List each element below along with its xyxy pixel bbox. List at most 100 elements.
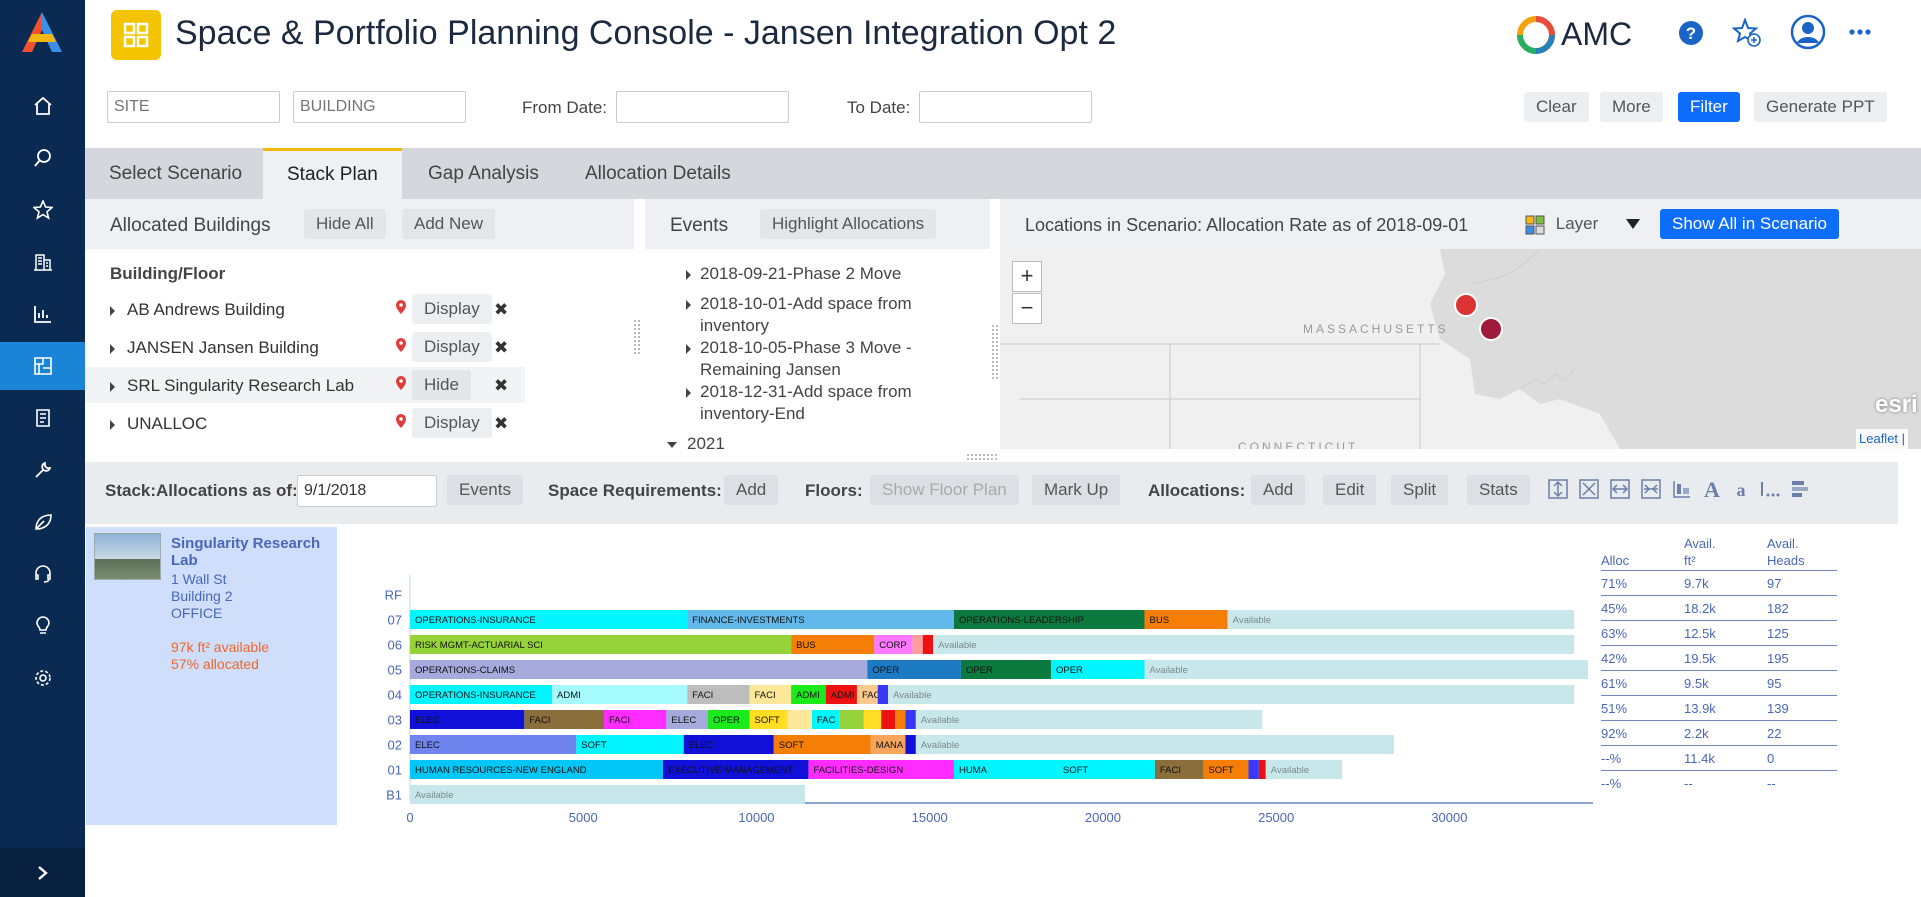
- horizontal-splitter[interactable]: [967, 454, 997, 460]
- allocation-edit-button[interactable]: Edit: [1323, 475, 1377, 505]
- event-item[interactable]: 2018-12-31-Add space from inventory-End: [686, 381, 912, 425]
- allocation-segment[interactable]: [773, 735, 871, 754]
- allocation-segment[interactable]: [922, 635, 934, 654]
- allocation-segment[interactable]: [749, 710, 788, 729]
- map-pin-icon[interactable]: [394, 338, 408, 352]
- allocation-segment[interactable]: [683, 735, 774, 754]
- collapse-icon[interactable]: [1578, 478, 1600, 500]
- label-truncate-icon[interactable]: [1759, 478, 1781, 500]
- allocation-segment[interactable]: [791, 685, 826, 704]
- available-segment[interactable]: [410, 785, 805, 804]
- stack-layout-icon[interactable]: [1789, 478, 1811, 500]
- map-pin-icon[interactable]: [394, 414, 408, 428]
- more-button[interactable]: More: [1600, 92, 1663, 122]
- allocation-segment[interactable]: [839, 710, 864, 729]
- clear-button[interactable]: Clear: [1524, 92, 1589, 122]
- allocation-segment[interactable]: [856, 685, 878, 704]
- app-logo[interactable]: [20, 12, 64, 54]
- allocation-segment[interactable]: [410, 610, 688, 629]
- map-pin-icon[interactable]: [394, 376, 408, 390]
- display-toggle-button[interactable]: Display: [412, 294, 492, 324]
- from-date-input[interactable]: [616, 91, 789, 123]
- allocation-segment[interactable]: [1258, 760, 1266, 779]
- nav-leases[interactable]: [0, 394, 85, 442]
- allocation-segment[interactable]: [825, 685, 857, 704]
- expand-sidebar-button[interactable]: [0, 848, 85, 897]
- map-pin-icon[interactable]: [394, 300, 408, 314]
- event-item[interactable]: 2018-10-01-Add space from inventory: [686, 293, 912, 337]
- building-input[interactable]: [293, 91, 466, 123]
- stack-date-input[interactable]: [297, 475, 437, 507]
- building-card-name[interactable]: Singularity Research Lab: [171, 535, 321, 569]
- allocation-segment[interactable]: [905, 710, 916, 729]
- tab-allocation-details[interactable]: Allocation Details: [585, 163, 731, 184]
- expand-horizontal-icon[interactable]: [1609, 478, 1631, 500]
- allocation-segment[interactable]: [410, 710, 525, 729]
- event-item[interactable]: 2018-09-21-Phase 2 Move: [686, 263, 901, 285]
- available-segment[interactable]: [933, 635, 1575, 654]
- nav-home[interactable]: [0, 82, 85, 130]
- allocation-segment[interactable]: [787, 710, 812, 729]
- allocation-segment[interactable]: [1144, 610, 1228, 629]
- nav-space-planning[interactable]: [0, 342, 85, 390]
- remove-building-icon[interactable]: ✖: [494, 414, 509, 433]
- help-button[interactable]: ?: [1678, 20, 1704, 51]
- allocation-segment[interactable]: [874, 635, 913, 654]
- zoom-out-button[interactable]: −: [1012, 293, 1042, 324]
- allocation-segment[interactable]: [662, 760, 809, 779]
- events-button[interactable]: Events: [447, 475, 523, 505]
- display-toggle-button[interactable]: Display: [412, 408, 492, 438]
- user-avatar-button[interactable]: [1790, 14, 1826, 55]
- map-attribution[interactable]: Leaflet |: [1856, 429, 1909, 449]
- panel-splitter[interactable]: [992, 325, 998, 379]
- allocation-segment[interactable]: [863, 710, 882, 729]
- allocation-segment[interactable]: [687, 685, 750, 704]
- event-item[interactable]: 2018-10-05-Phase 3 Move - Remaining Janse…: [686, 337, 912, 381]
- allocation-split-button[interactable]: Split: [1391, 475, 1449, 505]
- available-segment[interactable]: [1227, 610, 1575, 629]
- mark-up-button[interactable]: Mark Up: [1032, 475, 1121, 505]
- allocation-segment[interactable]: [604, 710, 667, 729]
- year-group[interactable]: 2021: [667, 434, 725, 449]
- building-name[interactable]: JANSEN Jansen Building: [110, 338, 319, 358]
- space-req-add-button[interactable]: Add: [724, 475, 779, 505]
- shrink-horizontal-icon[interactable]: [1640, 478, 1662, 500]
- nav-buildings[interactable]: [0, 238, 85, 286]
- allocation-segment[interactable]: [1154, 760, 1204, 779]
- allocation-segment[interactable]: [881, 710, 896, 729]
- font-size-large-icon[interactable]: A: [1701, 478, 1723, 500]
- allocation-segment[interactable]: [808, 760, 954, 779]
- show-all-in-scenario-button[interactable]: Show All in Scenario: [1660, 209, 1839, 239]
- allocation-segment[interactable]: [1050, 660, 1145, 679]
- available-segment[interactable]: [915, 735, 1394, 754]
- remove-building-icon[interactable]: ✖: [494, 376, 509, 395]
- nav-support[interactable]: [0, 550, 85, 598]
- dashboard-icon[interactable]: [111, 10, 161, 60]
- building-name[interactable]: SRL Singularity Research Lab: [110, 376, 354, 396]
- allocation-segment[interactable]: [953, 610, 1145, 629]
- allocation-segment[interactable]: [791, 635, 875, 654]
- allocation-segment[interactable]: [410, 660, 868, 679]
- hide-all-button[interactable]: Hide All: [304, 209, 386, 239]
- building-name[interactable]: AB Andrews Building: [110, 300, 285, 320]
- tab-select-scenario[interactable]: Select Scenario: [109, 163, 243, 184]
- allocation-segment[interactable]: [1057, 760, 1155, 779]
- nav-favorites[interactable]: [0, 186, 85, 234]
- expand-vertical-icon[interactable]: [1547, 478, 1569, 500]
- display-toggle-button[interactable]: Display: [412, 332, 492, 362]
- building-name[interactable]: UNALLOC: [110, 414, 207, 434]
- allocation-segment[interactable]: [666, 710, 708, 729]
- remove-building-icon[interactable]: ✖: [494, 300, 509, 319]
- tab-gap-analysis[interactable]: Gap Analysis: [428, 163, 539, 184]
- allocation-segment[interactable]: [811, 710, 840, 729]
- allocation-segment[interactable]: [687, 610, 954, 629]
- zoom-in-button[interactable]: +: [1012, 261, 1042, 292]
- panel-splitter[interactable]: [634, 320, 640, 354]
- allocation-segment[interactable]: [960, 660, 1051, 679]
- align-bottom-icon[interactable]: [1671, 478, 1693, 500]
- add-favorite-button[interactable]: [1731, 17, 1762, 53]
- allocation-segment[interactable]: [912, 635, 923, 654]
- allocation-segment[interactable]: [524, 710, 605, 729]
- allocation-segment[interactable]: [905, 735, 916, 754]
- nav-sustainability[interactable]: [0, 498, 85, 546]
